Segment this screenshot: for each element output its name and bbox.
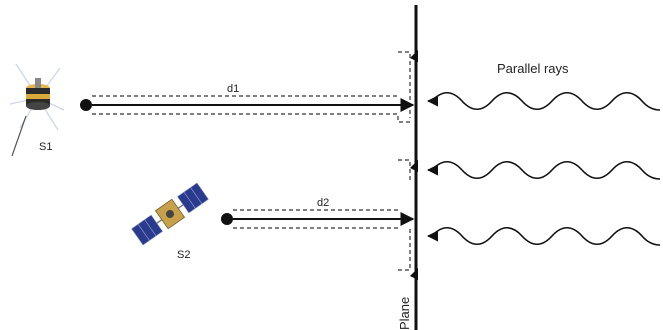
s1-origin-dot (80, 99, 92, 111)
satellite-icon (9, 63, 65, 157)
plane-reflectors (410, 50, 418, 280)
parallel-ray-2 (426, 160, 661, 180)
s1-label: S1 (39, 141, 52, 153)
satellite-with-solar-panels-icon (131, 182, 209, 246)
d1-label: d1 (227, 83, 239, 95)
s2-origin-dot (221, 213, 233, 225)
parallel-ray-3 (426, 226, 661, 246)
s2-label: S2 (177, 249, 190, 261)
d1-dashed-envelope (92, 95, 410, 123)
parallel-ray-1 (426, 91, 661, 111)
dashed-bracket-1 (398, 51, 411, 271)
plane-label: Plane (397, 297, 412, 330)
d2-label: d2 (317, 197, 329, 209)
parallel-rays (426, 91, 661, 246)
parallel-rays-label: Parallel rays (497, 61, 569, 76)
